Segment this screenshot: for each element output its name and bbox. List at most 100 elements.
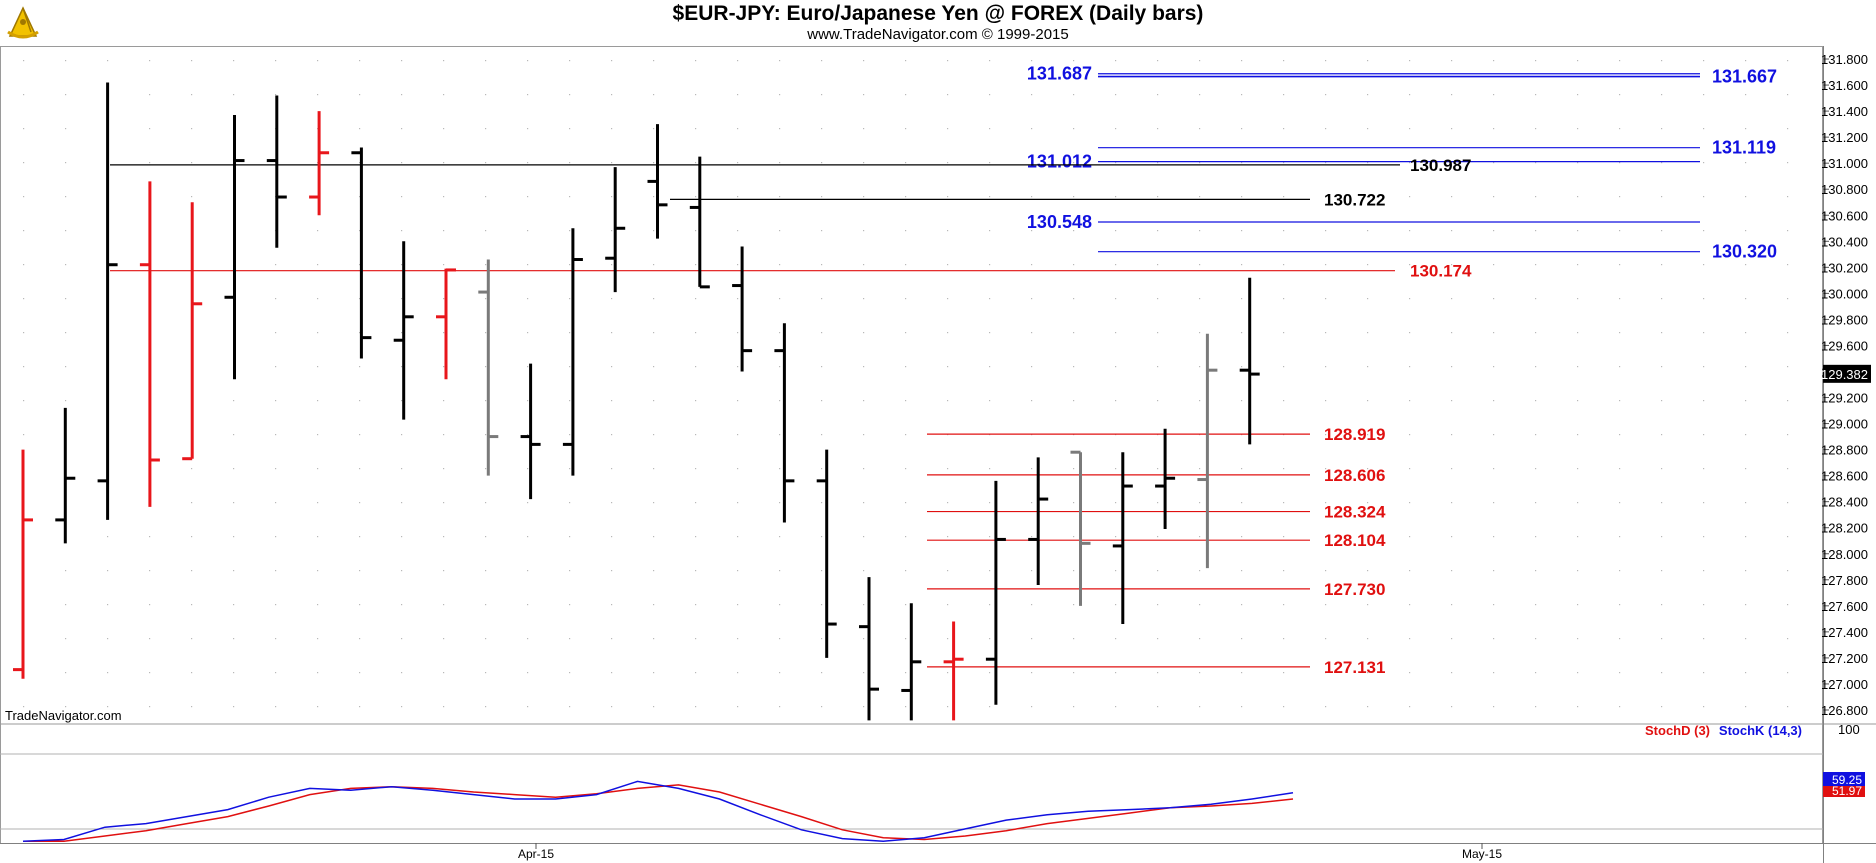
price-tick-label: 131.600 [1821, 78, 1868, 93]
grid-dot [233, 604, 235, 606]
grid-dot [779, 366, 781, 368]
grid-dot [527, 162, 529, 164]
grid-dot [317, 638, 319, 640]
grid-dot [1451, 162, 1453, 164]
grid-dot [1241, 672, 1243, 674]
grid-dot [485, 230, 487, 232]
grid-dot [401, 60, 403, 62]
grid-dot [1535, 128, 1537, 130]
grid-dot [1157, 400, 1159, 402]
grid-dot [1493, 502, 1495, 504]
grid-dot [653, 536, 655, 538]
grid-dot [611, 434, 613, 436]
grid-dot [1325, 502, 1327, 504]
grid-dot [1619, 434, 1621, 436]
grid-dot [905, 298, 907, 300]
grid-dot [1325, 604, 1327, 606]
grid-dot [1073, 400, 1075, 402]
grid-dot [1577, 60, 1579, 62]
ohlc-bar [224, 115, 245, 380]
grid-dot [1115, 604, 1117, 606]
grid-dot [779, 672, 781, 674]
grid-dot [695, 434, 697, 436]
grid-dot [569, 502, 571, 504]
stoch-scale-label: 100 [1838, 722, 1860, 737]
ohlc-bar [1155, 428, 1176, 530]
grid-dot [1199, 672, 1201, 674]
grid-dot [947, 468, 949, 470]
grid-dot [695, 604, 697, 606]
grid-dot [401, 196, 403, 198]
grid-dot [1199, 264, 1201, 266]
grid-dot [1409, 94, 1411, 96]
grid-dot [863, 604, 865, 606]
grid-dot [191, 196, 193, 198]
grid-dot [611, 536, 613, 538]
grid-dot [821, 672, 823, 674]
grid-dot [65, 230, 67, 232]
grid-dot [485, 60, 487, 62]
grid-dot [1325, 230, 1327, 232]
grid-dot [1619, 536, 1621, 538]
grid-dot [1619, 468, 1621, 470]
grid-dot [1199, 536, 1201, 538]
grid-dot [1031, 264, 1033, 266]
grid-dot [905, 366, 907, 368]
grid-dot [1787, 94, 1789, 96]
grid-dot [1619, 706, 1621, 708]
grid-dot [1073, 638, 1075, 640]
grid-dot [1577, 128, 1579, 130]
level-label-130.320: 130.320 [1712, 242, 1777, 262]
grid-dot [737, 468, 739, 470]
price-tick-label: 129.200 [1821, 391, 1868, 406]
grid-dot [275, 638, 277, 640]
grid-dot [905, 400, 907, 402]
grid-dot [653, 332, 655, 334]
grid-dot [1703, 400, 1705, 402]
level-label-127.730: 127.730 [1324, 580, 1385, 599]
level-label-128.606: 128.606 [1324, 466, 1385, 485]
grid-dot [485, 434, 487, 436]
grid-dot [527, 94, 529, 96]
grid-dot [1745, 570, 1747, 572]
grid-dot [653, 604, 655, 606]
price-tick-label: 130.400 [1821, 234, 1868, 249]
grid-dot [149, 60, 151, 62]
stoch-last-box [1823, 783, 1865, 797]
ohlc-bar [266, 95, 287, 248]
grid-dot [737, 604, 739, 606]
grid-dot [569, 366, 571, 368]
grid-dot [611, 298, 613, 300]
grid-dot [1199, 196, 1201, 198]
grid-dot [1367, 230, 1369, 232]
grid-dot [653, 162, 655, 164]
grid-dot [359, 672, 361, 674]
grid-dot [191, 162, 193, 164]
grid-dot [1367, 638, 1369, 640]
grid-dot [1577, 536, 1579, 538]
ohlc-bar [605, 167, 626, 293]
grid-dot [317, 366, 319, 368]
grid-dot [989, 366, 991, 368]
grid-dot [737, 230, 739, 232]
level-label-131.687: 131.687 [1027, 64, 1092, 84]
grid-dot [989, 570, 991, 572]
grid-dot [1493, 366, 1495, 368]
grid-dot [317, 536, 319, 538]
grid-dot [1787, 128, 1789, 130]
grid-dot [947, 332, 949, 334]
grid-dot [317, 332, 319, 334]
grid-dot [1535, 434, 1537, 436]
grid-dot [821, 94, 823, 96]
grid-dot [1367, 536, 1369, 538]
stochk-legend: StochK (14,3) [1719, 723, 1802, 738]
grid-dot [1409, 128, 1411, 130]
grid-dot [779, 434, 781, 436]
grid-dot [989, 638, 991, 640]
grid-dot [317, 502, 319, 504]
grid-dot [947, 366, 949, 368]
grid-dot [317, 672, 319, 674]
grid-dot [821, 196, 823, 198]
grid-dot [1283, 400, 1285, 402]
price-tick-label: 128.600 [1821, 469, 1868, 484]
